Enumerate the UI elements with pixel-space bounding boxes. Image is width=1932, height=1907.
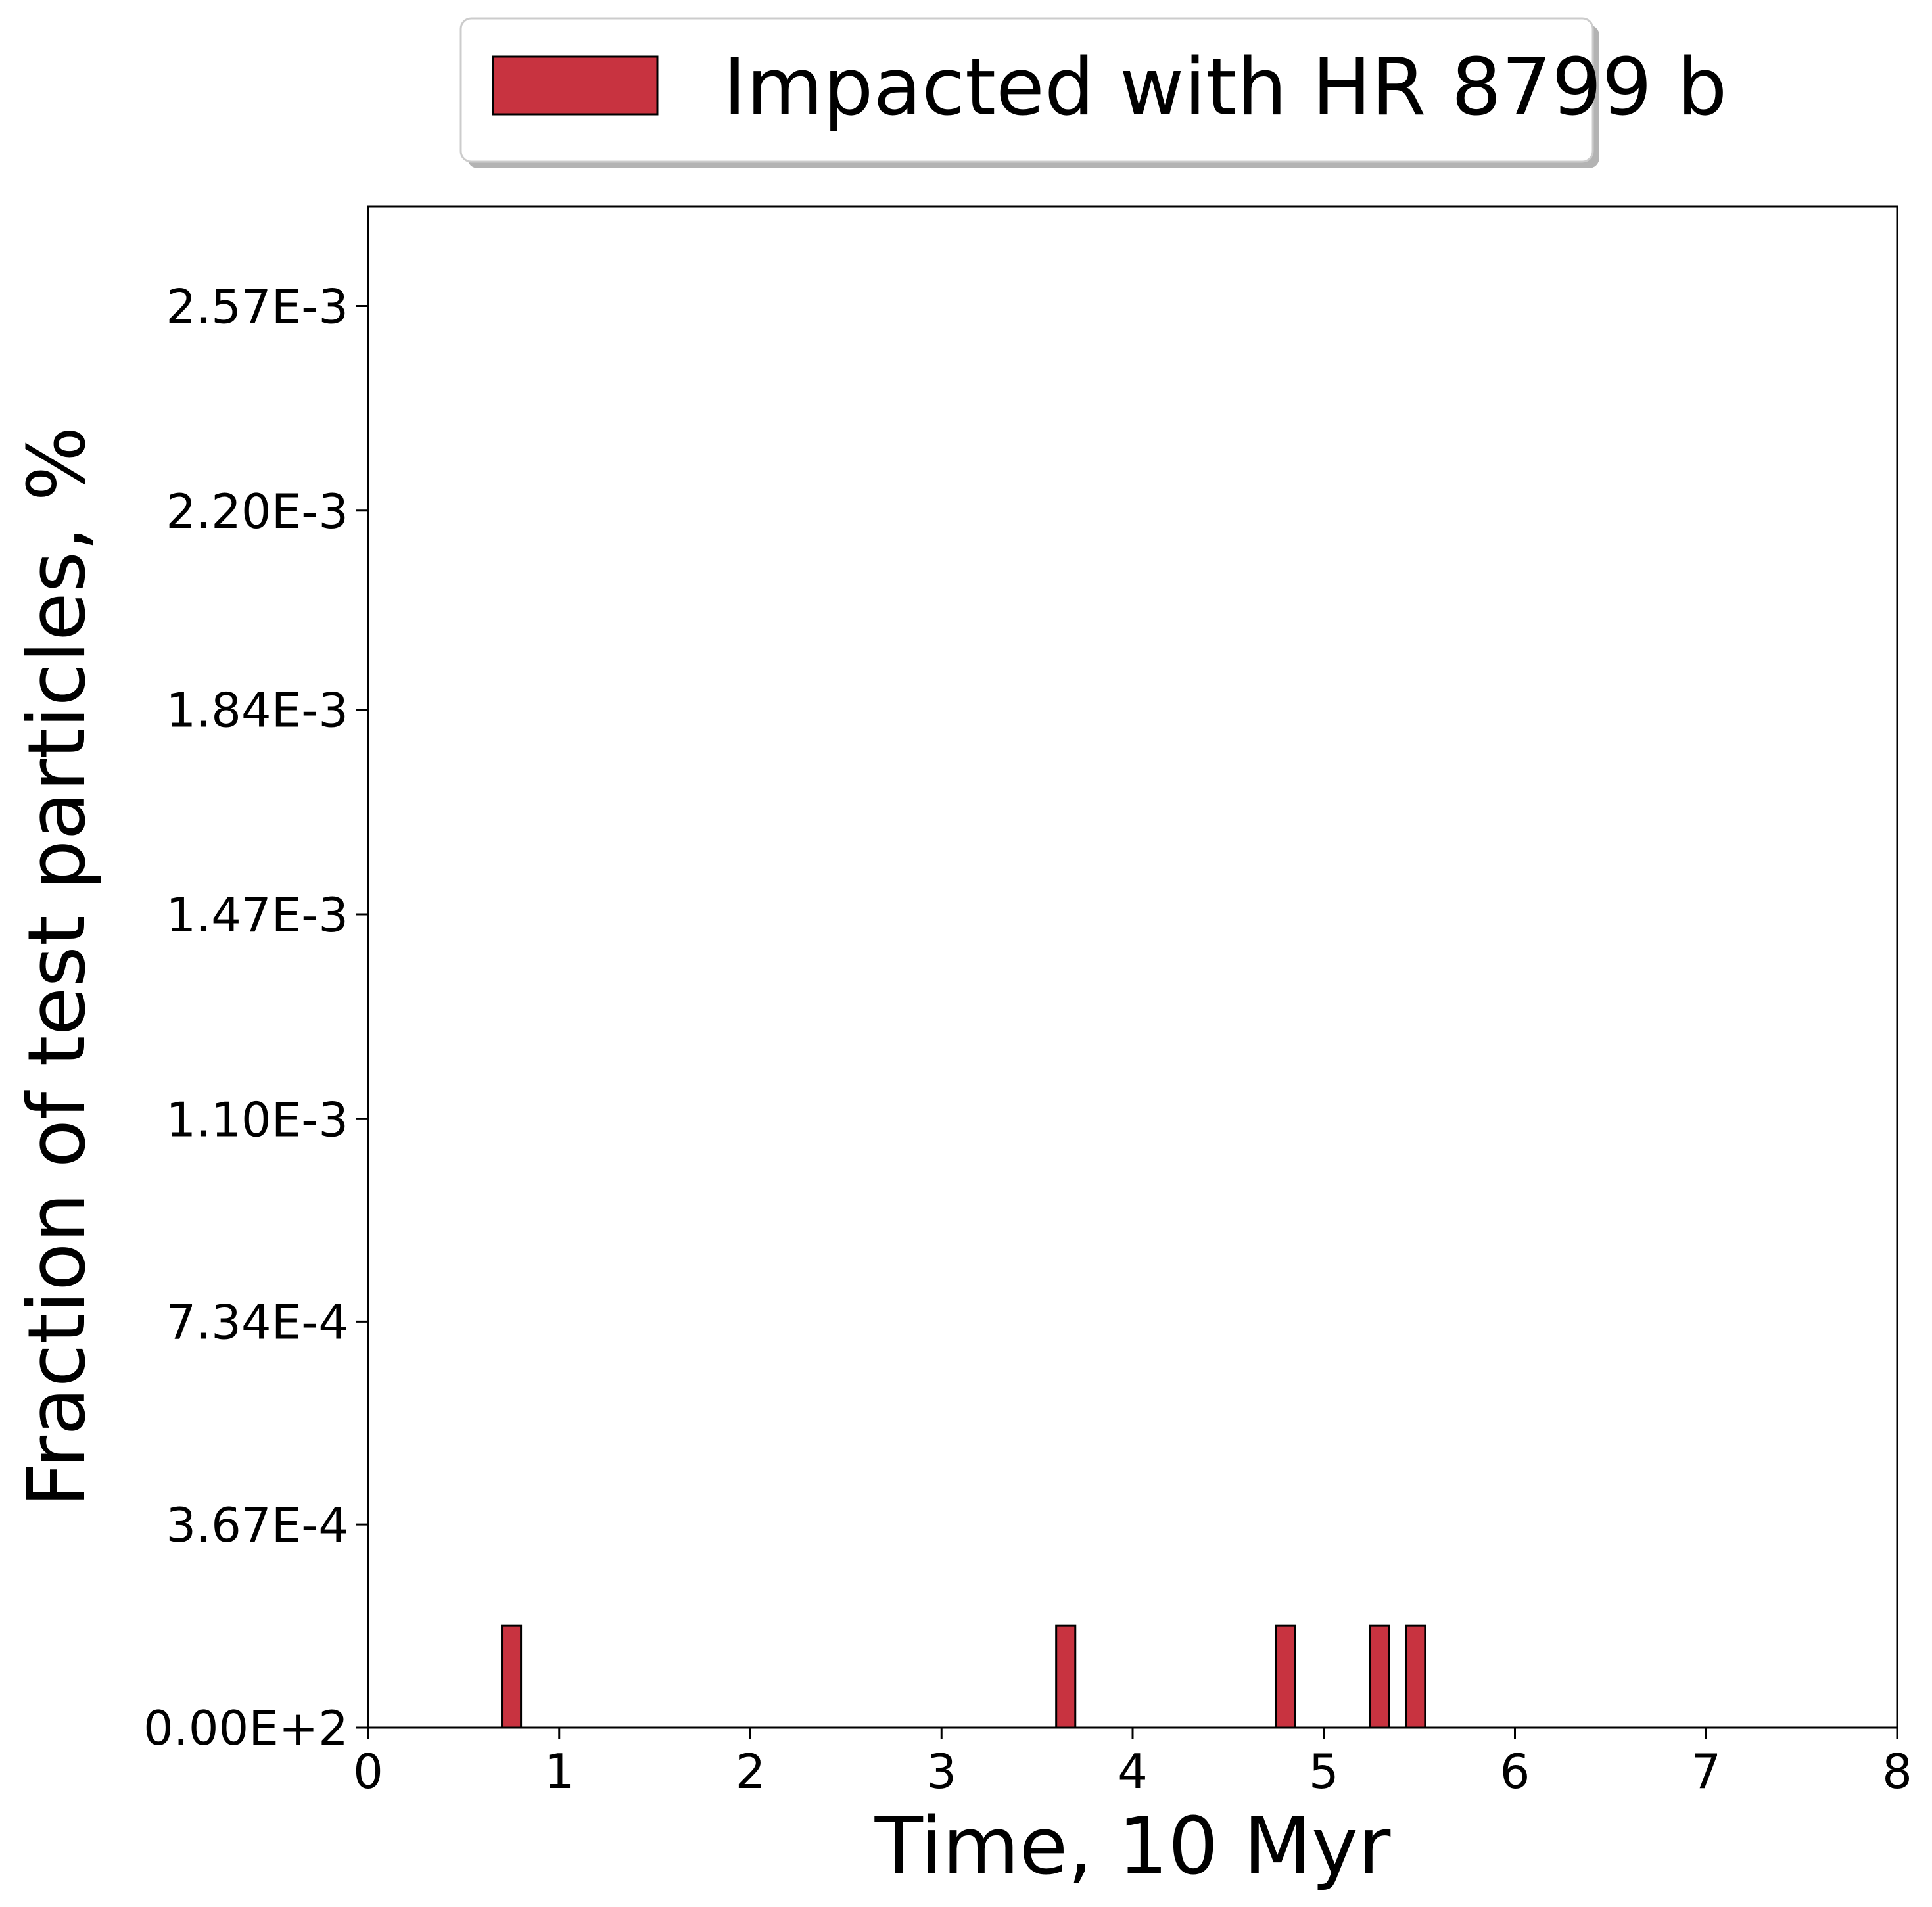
plot-area: 0 1 2 3 4 5 6 7 8 0.00E+2 3.67E-4 7.34E-4 1.10E-3 1.… [143,205,1912,1799]
bar-0-4 [1405,1624,1426,1729]
x-tick-label: 0 [353,1744,383,1799]
x-tick-label: 7 [1691,1744,1721,1799]
y-tick-label: 0.00E+2 [143,1701,348,1756]
y-tick-label: 7.34E-4 [166,1294,348,1350]
bar-0-0 [501,1624,523,1729]
legend-box [459,17,1594,163]
y-tick-label: 2.20E-3 [166,484,348,539]
y-axis-ticks: 0.00E+2 3.67E-4 7.34E-4 1.10E-3 1.47E-3 1.84E… [143,279,368,1756]
x-tick-label: 4 [1118,1744,1148,1799]
bar-0-2 [1275,1624,1296,1729]
x-tick-label: 5 [1309,1744,1339,1799]
legend-label: Impacted with HR 8799 b [723,42,1727,133]
y-tick-label: 1.84E-3 [166,683,348,738]
bars [501,1624,1426,1729]
bar-0-3 [1369,1624,1390,1729]
legend-swatch [492,55,659,116]
x-tick-label: 8 [1882,1744,1912,1799]
y-axis-title: Fraction of test particles, % [12,427,103,1508]
bar-0-1 [1055,1624,1077,1729]
x-axis-ticks: 0 1 2 3 4 5 6 7 8 [353,1728,1912,1799]
y-tick-label: 3.67E-4 [166,1497,348,1553]
y-tick-label: 1.10E-3 [166,1092,348,1147]
x-axis-title: Time, 10 Myr [874,1801,1391,1893]
y-tick-label: 1.47E-3 [166,887,348,943]
x-tick-label: 1 [544,1744,575,1799]
x-tick-label: 6 [1500,1744,1530,1799]
y-tick-label: 2.57E-3 [166,279,348,334]
legend: Impacted with HR 8799 b [459,17,1727,168]
x-tick-label: 2 [736,1744,766,1799]
x-tick-label: 3 [926,1744,956,1799]
plot-frame [367,205,1898,1729]
